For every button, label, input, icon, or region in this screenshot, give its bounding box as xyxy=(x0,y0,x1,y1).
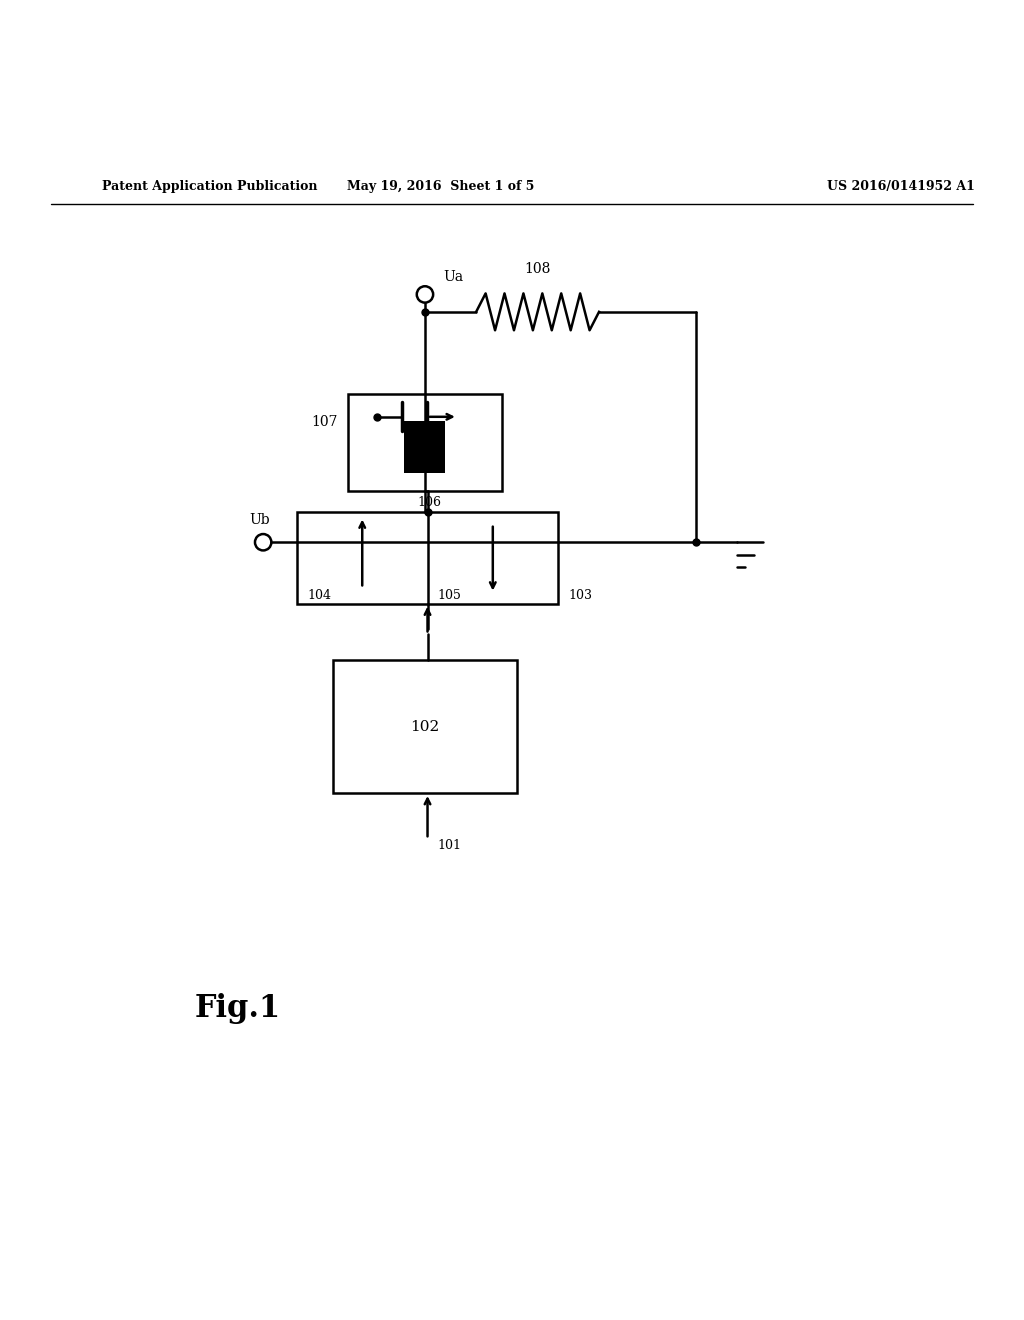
Bar xyxy=(404,421,445,473)
Bar xyxy=(348,393,502,491)
Text: Ua: Ua xyxy=(443,271,464,284)
Text: 104: 104 xyxy=(307,589,331,602)
Text: Fig.1: Fig.1 xyxy=(195,993,281,1024)
Text: Ub: Ub xyxy=(249,513,269,527)
Text: US 2016/0141952 A1: US 2016/0141952 A1 xyxy=(827,181,975,194)
Text: 106: 106 xyxy=(418,496,441,510)
Text: 105: 105 xyxy=(438,589,462,602)
Text: 108: 108 xyxy=(524,261,551,276)
Text: May 19, 2016  Sheet 1 of 5: May 19, 2016 Sheet 1 of 5 xyxy=(347,181,534,194)
Text: Patent Application Publication: Patent Application Publication xyxy=(102,181,317,194)
Text: 103: 103 xyxy=(568,589,592,602)
Text: 102: 102 xyxy=(411,719,439,734)
Bar xyxy=(333,660,517,793)
Bar xyxy=(297,512,558,603)
Text: 107: 107 xyxy=(311,414,338,429)
Text: 101: 101 xyxy=(438,840,462,853)
